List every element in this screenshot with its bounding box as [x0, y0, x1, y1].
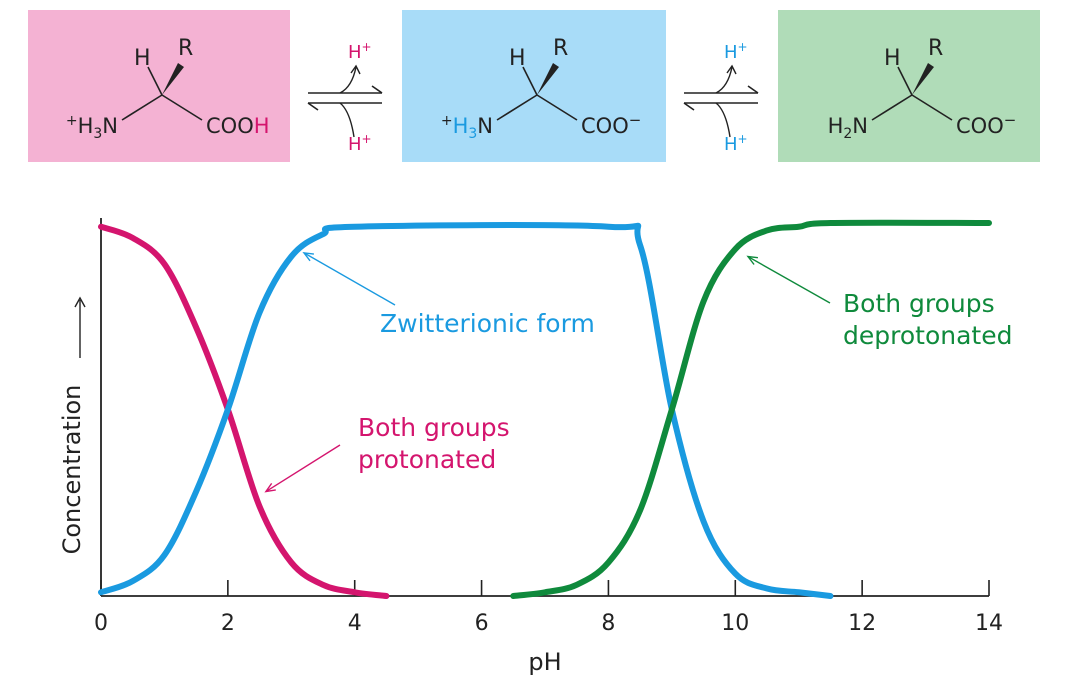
annotation-pointer — [265, 444, 341, 493]
structure-svg: H R H2N COO− — [778, 10, 1040, 162]
release-curve — [339, 66, 357, 94]
bond-h — [147, 66, 163, 96]
x-tick-label: 6 — [475, 611, 489, 636]
x-tick-label: 4 — [348, 611, 362, 636]
group-r: R — [178, 36, 193, 61]
zwitterion-label: Zwitterionic form — [380, 309, 595, 338]
annotation-pointer — [747, 255, 831, 304]
structure-bg — [778, 10, 1040, 162]
bond-h — [522, 66, 538, 96]
group-r: R — [928, 36, 943, 61]
bond-left — [871, 94, 913, 121]
atom-h: H — [509, 46, 526, 71]
capture-curve — [339, 102, 355, 138]
amino-group: H2N — [828, 114, 868, 142]
equilibrium-arrow-2: H+H+ — [683, 40, 759, 155]
bond-left — [121, 94, 163, 121]
amino-group: +H3N — [441, 113, 493, 142]
equilibrium-arrow-1: H+H+ — [307, 40, 383, 155]
x-tick-label: 10 — [721, 611, 749, 636]
x-tick-label: 2 — [221, 611, 235, 636]
zwitterion-curve — [98, 222, 834, 599]
protonated-curve — [98, 223, 390, 599]
zwitterion-structure-box: H R +H3N COO− — [402, 10, 666, 162]
deprotonated-label: Both groups — [843, 289, 995, 318]
protonated-label: Both groups — [358, 413, 510, 442]
bond-h — [897, 66, 913, 96]
atom-h: H — [884, 46, 901, 71]
wedge-bond — [912, 63, 934, 95]
release-curve — [715, 66, 733, 94]
protonated-label: protonated — [358, 445, 496, 474]
structure-bg — [28, 10, 290, 162]
deprotonated-label: deprotonated — [843, 321, 1012, 350]
amino-group: +H3N — [66, 113, 118, 142]
x-tick-label: 0 — [94, 611, 108, 636]
atom-h: H — [134, 46, 151, 71]
carboxyl-group: COO− — [581, 111, 641, 138]
wedge-bond — [162, 63, 184, 95]
carboxyl-group: COO− — [956, 111, 1016, 138]
bond-right — [911, 94, 953, 121]
protonated-structure-box: H R +H3N COOH — [28, 10, 290, 162]
structure-bg — [402, 10, 666, 162]
wedge-bond — [537, 63, 559, 95]
bond-right — [536, 94, 578, 121]
annotation-pointer — [303, 252, 396, 306]
x-tick-label: 12 — [848, 611, 876, 636]
group-r: R — [553, 36, 568, 61]
carboxyl-group: COOH — [206, 114, 270, 138]
x-tick-label: 14 — [975, 611, 1003, 636]
structure-svg: H R +H3N COOH — [28, 10, 290, 162]
y-axis-label: Concentration — [58, 385, 86, 555]
bond-left — [496, 94, 538, 121]
x-tick-label: 8 — [601, 611, 615, 636]
bond-right — [161, 94, 203, 121]
deprotonated-structure-box: H R H2N COO− — [778, 10, 1040, 162]
structure-svg: H R +H3N COO− — [402, 10, 666, 162]
x-axis-label: pH — [528, 648, 561, 676]
deprotonated-curve — [510, 219, 992, 599]
capture-curve — [715, 102, 731, 138]
